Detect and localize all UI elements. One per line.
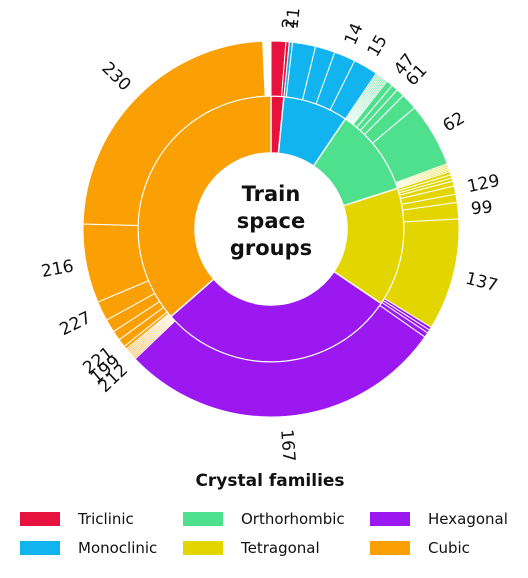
space-group-label: 137 [463, 269, 499, 296]
legend-swatch-monoclinic [20, 541, 60, 555]
space-group-label: 99 [470, 197, 493, 219]
legend-swatch-orthorhombic [183, 512, 223, 526]
legend-swatch-tetragonal [183, 541, 223, 555]
legend-label-hexagonal: Hexagonal [428, 510, 508, 528]
outer-ring-space-groups [82, 40, 460, 418]
space-group-labels: 2111415476162129991371672121992212272162… [40, 7, 502, 463]
legend-label-triclinic: Triclinic [77, 510, 134, 528]
space-group-label: 216 [40, 256, 76, 282]
center-label-line-3: groups [230, 236, 312, 260]
space-group-label: 230 [97, 58, 134, 95]
legend-label-cubic: Cubic [428, 539, 470, 557]
legend-swatch-hexagonal [370, 512, 410, 526]
legend-label-monoclinic: Monoclinic [78, 539, 157, 557]
space-group-label: 14 [341, 20, 368, 48]
legend-swatch-triclinic [20, 512, 60, 526]
space-group-label: 2 [279, 17, 300, 30]
space-group-label: 167 [276, 429, 298, 463]
center-label: Train space groups [230, 182, 312, 260]
space-group-label: 62 [440, 108, 469, 136]
space-group-label: 11 [282, 7, 304, 31]
legend-title: Crystal families [195, 471, 344, 491]
space-group-label: 227 [57, 308, 95, 340]
space-group-label: 15 [364, 32, 392, 61]
space-group-label: 129 [466, 171, 502, 197]
legend: Crystal families Triclinic Monoclinic Orth… [20, 471, 508, 557]
center-label-line-2: space [237, 209, 305, 233]
space-group-slice [82, 40, 266, 226]
legend-label-tetragonal: Tetragonal [240, 539, 320, 557]
center-label-line-1: Train [242, 182, 301, 206]
legend-swatch-cubic [370, 541, 410, 555]
space-group-slice [134, 304, 426, 418]
legend-label-orthorhombic: Orthorhombic [241, 510, 345, 528]
